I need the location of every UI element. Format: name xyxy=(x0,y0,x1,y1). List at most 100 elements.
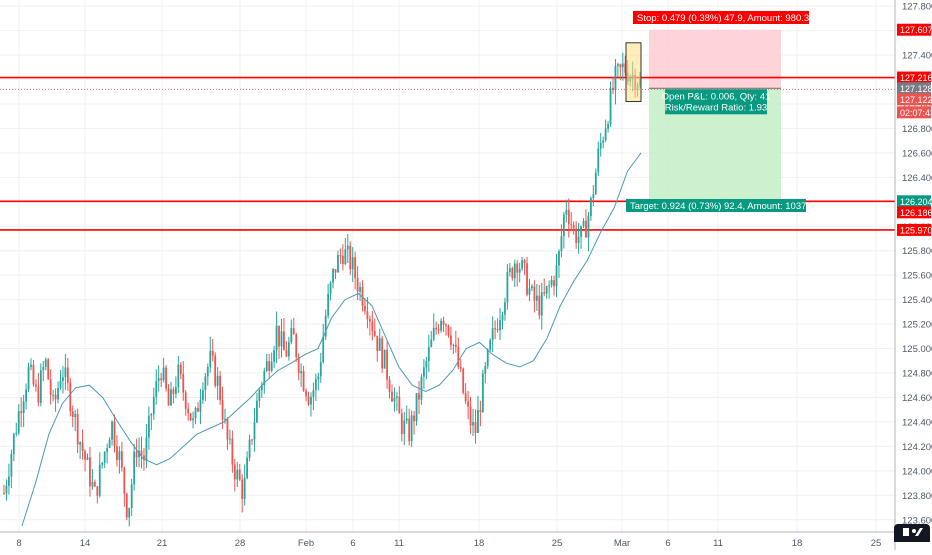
stop-loss-zone[interactable] xyxy=(649,29,781,89)
candle-body xyxy=(253,422,256,440)
candle-body xyxy=(64,367,67,378)
candle xyxy=(415,393,418,426)
candle-body xyxy=(69,382,72,412)
candle-body xyxy=(20,411,23,414)
candle-body xyxy=(393,397,396,402)
candle xyxy=(22,394,25,428)
candle xyxy=(344,238,347,266)
candle xyxy=(562,211,565,249)
candle xyxy=(275,311,278,364)
candle xyxy=(558,249,560,278)
candle xyxy=(118,446,121,474)
candle xyxy=(236,461,239,488)
candle xyxy=(440,318,442,333)
logo-mark-dot xyxy=(912,529,916,533)
candle-body xyxy=(42,366,45,371)
candle xyxy=(373,318,376,338)
candle-body xyxy=(445,324,447,326)
candle-body xyxy=(506,272,509,303)
candle xyxy=(442,316,445,332)
candle-body xyxy=(368,319,371,322)
candle-body xyxy=(381,338,384,369)
candle xyxy=(189,412,192,422)
candle-body xyxy=(624,63,627,73)
candle xyxy=(44,357,47,371)
candle-body xyxy=(265,361,268,371)
candle-body xyxy=(189,413,192,421)
candle-body xyxy=(602,140,605,143)
candle xyxy=(604,119,607,143)
candle-body xyxy=(12,434,15,454)
candle-body xyxy=(491,328,494,341)
candle xyxy=(64,353,67,390)
candle-body xyxy=(437,329,440,331)
candle xyxy=(597,141,600,177)
position-pnl-label: Open P&L: 0.006, Qty: 41 xyxy=(662,91,771,102)
candle xyxy=(202,382,204,404)
position-labels: Stop: 0.479 (0.38%) 47.9, Amount: 980.36… xyxy=(625,11,820,212)
candle xyxy=(263,367,266,394)
candle-body xyxy=(334,269,337,273)
candle-body xyxy=(177,364,180,388)
candle xyxy=(386,341,388,389)
candle xyxy=(98,452,101,498)
candle xyxy=(297,353,300,381)
candle-body xyxy=(123,467,126,494)
candle xyxy=(469,396,472,434)
candle-body xyxy=(79,442,82,445)
candle xyxy=(592,185,595,207)
candle-body xyxy=(432,327,435,340)
y-tick-label: 125.800 xyxy=(902,246,932,257)
y-tick-label: 124.800 xyxy=(902,369,932,380)
candle-body xyxy=(101,462,104,465)
candle xyxy=(30,358,32,371)
candle xyxy=(410,410,413,447)
candle-body xyxy=(204,376,207,391)
candle-body xyxy=(450,335,452,346)
candle-body xyxy=(106,448,109,452)
y-tick-label: 125.000 xyxy=(902,344,932,355)
candle xyxy=(123,466,126,507)
candle xyxy=(545,285,548,299)
candle xyxy=(437,323,440,335)
candle xyxy=(231,430,234,473)
candle-body xyxy=(160,378,163,381)
candle xyxy=(133,444,136,491)
highlight-box[interactable] xyxy=(625,42,642,103)
candle xyxy=(616,62,619,77)
candle xyxy=(381,335,384,373)
candle-body xyxy=(565,209,568,215)
candle xyxy=(145,424,148,469)
candle-body xyxy=(513,263,516,279)
candle-body xyxy=(268,361,271,371)
candle xyxy=(155,369,158,405)
candle-body xyxy=(616,64,619,67)
candle-body xyxy=(346,245,349,250)
x-tick-label: Mar xyxy=(614,538,630,549)
y-tick-label: 127.400 xyxy=(902,51,932,62)
candle-body xyxy=(251,439,253,441)
candle-body xyxy=(395,396,398,398)
candle xyxy=(364,298,366,315)
candle xyxy=(184,390,187,416)
x-tick-label: 28 xyxy=(235,538,246,549)
candle-body xyxy=(442,320,445,325)
candle xyxy=(560,224,563,258)
moving-average-series xyxy=(21,152,642,527)
candle xyxy=(371,311,374,341)
candle xyxy=(238,464,241,482)
candle xyxy=(35,379,37,392)
y-tick-label: 125.200 xyxy=(902,320,932,331)
candle-body xyxy=(233,464,236,480)
candle xyxy=(265,353,268,373)
candle xyxy=(447,324,450,338)
tradingview-logo-icon xyxy=(894,524,930,542)
candle-body xyxy=(39,370,42,403)
candle-body xyxy=(501,314,504,321)
candle xyxy=(575,221,578,249)
candle-body xyxy=(558,251,560,266)
price-tag xyxy=(897,71,931,84)
candle xyxy=(339,248,342,264)
